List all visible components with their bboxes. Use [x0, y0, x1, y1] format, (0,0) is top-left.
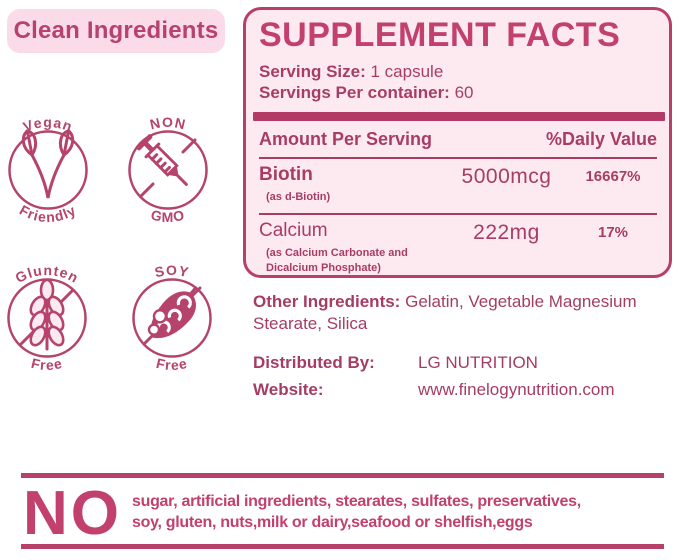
other-ingredients: Other Ingredients: Gelatin, Vegetable Ma…	[253, 291, 667, 336]
clean-ingredients-pill: Clean Ingredients	[7, 9, 225, 53]
daily-value-header: %Daily Value	[545, 129, 657, 150]
serving-size-line: Serving Size: 1 capsule	[259, 61, 657, 83]
banner-bottom-rule	[21, 544, 664, 549]
distributed-by-value: LG NUTRITION	[418, 353, 538, 372]
nutrient-amount: 222mg	[473, 220, 540, 244]
clean-ingredients-label: Clean Ingredients	[13, 17, 219, 44]
table-row: Calcium (as Calcium Carbonate and Dicalc…	[259, 215, 657, 275]
banner-top-rule	[21, 473, 664, 478]
non-gmo-badge: NON GMO	[128, 114, 208, 225]
panel-title: SUPPLEMENT FACTS	[259, 16, 621, 54]
nutrient-name: Biotin	[259, 164, 313, 186]
badge-bottom-text: Friendly	[17, 202, 78, 226]
nutrient-amount: 5000mcg	[461, 165, 552, 189]
badge-bottom-text: Free	[155, 355, 189, 373]
badge-bottom-text: Free	[30, 355, 64, 373]
table-row: Biotin (as d-Biotin) 5000mcg 16667%	[259, 159, 657, 215]
distributed-by-label: Distributed By:	[253, 353, 375, 372]
other-ingredients-label: Other Ingredients:	[253, 292, 401, 311]
syringe-crossed-icon	[136, 134, 197, 198]
nutrient-daily-value: 17%	[597, 223, 629, 241]
badge-bottom-label: GMO	[149, 206, 186, 224]
badge-circle	[128, 130, 208, 210]
badge-top-text: SOY	[153, 262, 190, 280]
badge-circle	[132, 278, 212, 358]
no-word: NO	[23, 479, 122, 548]
vegan-friendly-badge: Vegan Friendly	[8, 114, 88, 226]
other-ingredients-value: Gelatin, Vegetable Magnesium Stearate, S…	[253, 292, 637, 334]
badge-bottom-label: Free	[155, 355, 190, 373]
table-header-row: Amount Per Serving %Daily Value	[259, 121, 657, 160]
nutrient-daily-value: 16667%	[585, 168, 641, 186]
soybean-crossed-icon	[142, 286, 202, 346]
website-label: Website:	[253, 380, 324, 400]
serving-size-label: Serving Size:	[259, 61, 366, 81]
badge-top-text: Vegan	[21, 114, 74, 135]
table-top-bar	[253, 112, 665, 122]
badge-top-label: SOY	[153, 262, 191, 280]
badge-bottom-label: Free	[30, 355, 65, 373]
no-banner-text: sugar, artificial ingredients, stearates…	[132, 493, 581, 531]
distribution-info: Distributed By: LG NUTRITION Website: ww…	[253, 352, 671, 401]
nutrient-note: (as d-Biotin)	[266, 191, 331, 204]
badge-top-text: NON	[148, 114, 186, 132]
wheat-crossed-icon	[19, 278, 75, 351]
nutrient-name-cell: Calcium (as Calcium Carbonate and Dicalc…	[259, 219, 444, 275]
nutrient-name-cell: Biotin (as d-Biotin)	[259, 165, 444, 205]
servings-value: 60	[454, 83, 474, 103]
supplement-facts-panel: SUPPLEMENT FACTS Serving Size: 1 capsule…	[243, 7, 672, 278]
servings-per-container-line: Servings Per container: 60	[259, 82, 657, 104]
badge-circle	[8, 130, 88, 210]
serving-size-value: 1 capsule	[370, 61, 444, 81]
gluten-free-badge: Glunten Free	[7, 262, 87, 373]
badge-top-label: NON	[148, 114, 187, 132]
website-value: www.finelogynutrition.com	[418, 380, 615, 400]
vegan-sprout-icon	[21, 129, 75, 199]
servings-label: Servings Per container:	[259, 83, 450, 103]
badge-bottom-label: Friendly	[17, 202, 79, 226]
badge-top-label: Vegan	[21, 114, 75, 135]
nutrient-name: Calcium	[259, 219, 328, 241]
nutrient-note: (as Calcium Carbonate and Dicalcium Phos…	[266, 246, 408, 274]
amount-per-serving-header: Amount Per Serving	[259, 129, 433, 150]
badge-bottom-text: GMO	[149, 206, 185, 224]
soy-free-badge: SOY Free	[132, 262, 212, 373]
